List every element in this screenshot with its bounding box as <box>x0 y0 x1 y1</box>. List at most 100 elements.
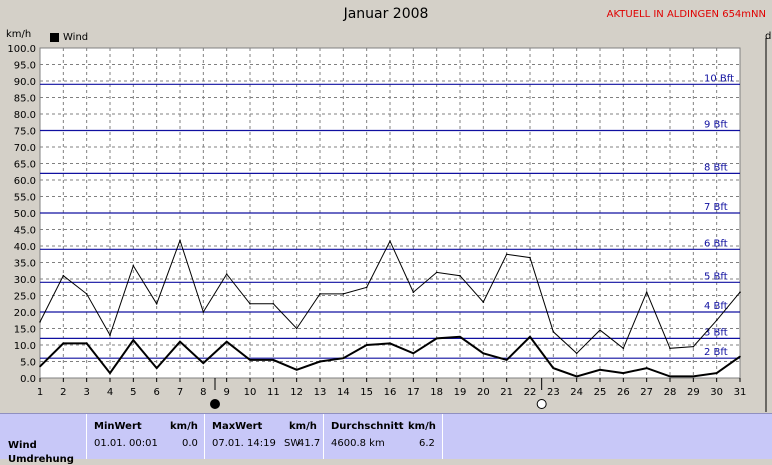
x-tick-label: 5 <box>130 387 136 398</box>
data-point-avg <box>319 360 321 363</box>
y-tick-label: 5.0 <box>20 358 36 369</box>
x-tick-label: 3 <box>83 387 89 398</box>
x-tick-label: 26 <box>617 387 630 398</box>
data-point-max <box>62 274 65 277</box>
data-point-avg <box>62 342 65 345</box>
data-point-avg <box>249 359 251 361</box>
y-tick-label: 45.0 <box>14 226 36 237</box>
min-header: MinWert <box>94 421 142 432</box>
legend-swatch <box>50 33 59 42</box>
data-point-max <box>295 327 298 330</box>
y-tick-label: 40.0 <box>14 242 36 253</box>
x-tick-label: 20 <box>477 387 490 398</box>
y-tick-label: 70.0 <box>14 143 36 154</box>
data-point-max <box>249 302 251 305</box>
y-tick-label: 55.0 <box>14 193 36 204</box>
y-tick-label: 10.0 <box>14 341 36 352</box>
x-tick-label: 27 <box>640 387 653 398</box>
data-point-max <box>575 352 578 355</box>
new-moon-icon <box>210 399 220 409</box>
data-point-max <box>692 345 695 348</box>
data-point-max <box>389 240 391 242</box>
data-point-avg <box>669 375 671 378</box>
station-label[interactable]: AKTUELL IN ALDINGEN 654mNN <box>606 9 766 20</box>
data-point-max <box>272 302 275 305</box>
data-point-avg <box>575 375 578 378</box>
data-point-avg <box>365 344 368 346</box>
y-tick-label: 100.0 <box>7 44 36 55</box>
wind-chart: 0.0 5.0 10.0 15.0 20.0 25.0 30.0 35.0 40.0 45.0 50… <box>7 38 767 412</box>
beaufort-label: 5 Bft <box>704 271 728 282</box>
stats-panel: Wind MinWert km/h 01.01. 00:01 0.0 MaxWe… <box>0 413 772 465</box>
data-point-avg <box>435 337 438 340</box>
x-tick-label: 12 <box>290 387 303 398</box>
stats-min-cell: MinWert km/h 01.01. 00:01 0.0 <box>87 414 205 459</box>
x-tick-label: 24 <box>570 387 583 398</box>
data-point-max <box>505 253 508 256</box>
data-point-avg <box>552 367 555 369</box>
y-tick-label: 85.0 <box>14 94 36 105</box>
data-point-avg <box>272 359 275 361</box>
data-point-max <box>412 291 415 294</box>
data-point-max <box>739 291 741 294</box>
data-point-max <box>155 302 158 305</box>
x-tick-label: 15 <box>360 387 373 398</box>
data-point-avg <box>599 368 601 371</box>
data-point-avg <box>459 335 461 338</box>
max-date: 07.01. 14:19 <box>212 438 276 449</box>
x-tick-label: 16 <box>384 387 397 398</box>
x-tick-label: 9 <box>223 387 229 398</box>
avg-value: 6.2 <box>419 438 435 449</box>
data-point-max <box>109 334 111 336</box>
y-tick-label: 35.0 <box>14 259 36 270</box>
min-unit: km/h <box>170 421 198 432</box>
x-tick-label: 23 <box>547 387 560 398</box>
data-point-max <box>435 271 438 274</box>
max-direction: SW <box>284 438 301 449</box>
beaufort-label: 4 Bft <box>704 301 728 312</box>
x-tick-label: 18 <box>430 387 443 398</box>
data-point-max <box>342 293 345 295</box>
y-tick-label: 80.0 <box>14 110 36 121</box>
data-point-avg <box>412 352 415 355</box>
y-axis-unit: km/h <box>6 29 32 40</box>
data-point-avg <box>85 342 88 345</box>
stats-row-label-cell: Wind <box>0 414 87 459</box>
beaufort-label: 8 Bft <box>704 162 728 173</box>
x-tick-label: 30 <box>710 387 723 398</box>
avg-distance: 4600.8 km <box>331 438 385 449</box>
beaufort-label: 10 Bft <box>704 73 734 84</box>
data-point-max <box>459 274 461 277</box>
y-tick-label: 50.0 <box>14 209 36 220</box>
data-point-avg <box>739 355 741 358</box>
x-tick-label: 8 <box>200 387 206 398</box>
y-tick-label: 0.0 <box>20 374 36 385</box>
data-point-avg <box>225 340 228 343</box>
right-axis-unit: d <box>765 31 772 42</box>
stats-avg-cell: Durchschnitt km/h 4600.8 km 6.2 <box>324 414 443 459</box>
data-point-avg <box>715 372 718 374</box>
data-point-max <box>225 273 228 275</box>
data-point-max <box>202 311 205 313</box>
beaufort-label: 3 Bft <box>704 327 728 338</box>
x-tick-label: 21 <box>500 387 513 398</box>
max-unit: km/h <box>289 421 317 432</box>
y-tick-label: 60.0 <box>14 176 36 187</box>
data-point-avg <box>389 342 391 345</box>
y-tick-label: 75.0 <box>14 127 36 138</box>
legend-label: Wind <box>63 32 89 43</box>
avg-header: Durchschnitt <box>331 421 404 432</box>
x-tick-label: 29 <box>687 387 700 398</box>
x-tick-label: 6 <box>153 387 159 398</box>
data-point-max <box>132 265 135 267</box>
x-tick-label: 31 <box>734 387 747 398</box>
data-point-max <box>669 347 671 350</box>
data-point-avg <box>109 372 111 374</box>
x-tick-label: 22 <box>524 387 537 398</box>
x-tick-label: 28 <box>664 387 677 398</box>
data-point-max <box>645 291 648 294</box>
full-moon-icon <box>536 399 547 409</box>
data-point-avg <box>202 362 205 364</box>
data-point-avg <box>179 340 181 343</box>
y-tick-label: 20.0 <box>14 308 36 319</box>
